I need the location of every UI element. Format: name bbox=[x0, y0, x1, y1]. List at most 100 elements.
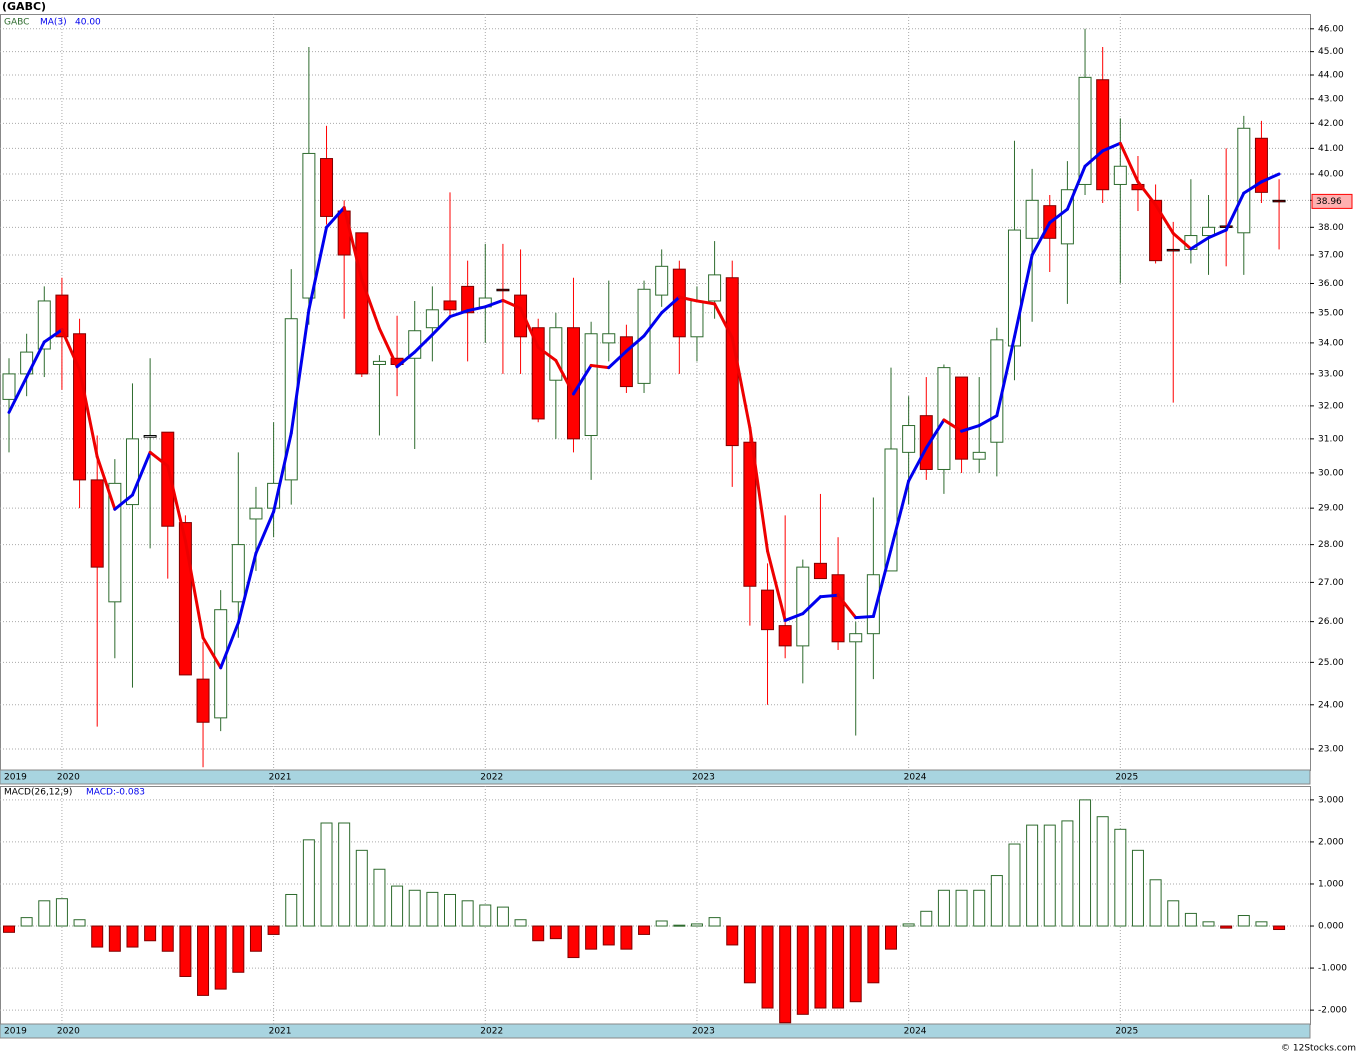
macd-bar bbox=[532, 925, 545, 942]
y-tick-label: 0.000 bbox=[1318, 922, 1344, 932]
ma-line-segment bbox=[801, 595, 822, 616]
candle-body bbox=[672, 268, 686, 338]
ma-line-segment bbox=[501, 298, 523, 310]
macd-bar bbox=[426, 891, 439, 927]
macd-bar bbox=[567, 925, 580, 959]
ma-line-segment bbox=[766, 549, 787, 622]
macd-bar bbox=[55, 898, 68, 927]
y-tick-label: 41.00 bbox=[1318, 144, 1344, 154]
candle-body bbox=[249, 507, 263, 520]
y-tick-label: 30.00 bbox=[1318, 468, 1344, 478]
ma-line-segment bbox=[1154, 203, 1175, 235]
macd-bar bbox=[1220, 925, 1233, 929]
ma-line-segment bbox=[1030, 221, 1052, 257]
ma-line-segment bbox=[289, 308, 311, 435]
y-tick-label: 44.00 bbox=[1318, 70, 1344, 80]
macd-bar bbox=[1008, 843, 1021, 927]
macd-bar bbox=[232, 925, 245, 973]
candle-body bbox=[1113, 165, 1127, 185]
ma-line-segment bbox=[42, 328, 64, 344]
ma-line-segment bbox=[1083, 149, 1105, 168]
x-tick-label: 2022 bbox=[480, 1027, 503, 1037]
candle-body bbox=[1096, 79, 1110, 191]
candle-body bbox=[1025, 199, 1039, 239]
x-tick-label: 2019 bbox=[4, 1027, 27, 1037]
macd-bar bbox=[391, 885, 404, 927]
ma-line-segment bbox=[977, 414, 999, 428]
macd-bar bbox=[920, 910, 933, 927]
ma-line-segment bbox=[325, 206, 346, 229]
ma-line-segment bbox=[1101, 141, 1122, 153]
plot-area bbox=[0, 786, 1311, 1025]
ma-line-segment bbox=[1207, 228, 1228, 240]
ma-line-segment bbox=[201, 636, 223, 670]
ma-line-segment bbox=[7, 375, 29, 414]
candle-body bbox=[902, 425, 916, 453]
ma-line-segment bbox=[642, 311, 664, 338]
y-tick-label: 27.00 bbox=[1318, 578, 1344, 588]
macd-bar bbox=[267, 925, 280, 935]
ma-line-segment bbox=[166, 464, 187, 543]
macd-bar bbox=[1149, 879, 1162, 927]
macd-bar bbox=[355, 849, 368, 927]
macd-bar bbox=[197, 925, 210, 996]
candle-body bbox=[972, 451, 986, 460]
x-tick-label: 2020 bbox=[57, 1027, 80, 1037]
y-tick-label: 3.000 bbox=[1318, 795, 1344, 805]
candle-body bbox=[761, 589, 775, 631]
candle-body bbox=[2, 373, 16, 400]
last-price-label: 38.96 bbox=[1316, 197, 1342, 207]
candle-body bbox=[372, 360, 386, 365]
ma-line-segment bbox=[183, 539, 205, 640]
macd-bar bbox=[144, 925, 157, 942]
candle-body bbox=[108, 482, 122, 603]
x-tick-label: 2021 bbox=[269, 1027, 292, 1037]
macd-bar bbox=[1043, 824, 1056, 927]
last-price-box bbox=[1311, 193, 1353, 209]
ma-line-segment bbox=[1242, 180, 1263, 195]
candle-body bbox=[1007, 229, 1021, 347]
candle-body bbox=[496, 288, 510, 292]
y-tick-label: -2.000 bbox=[1318, 1006, 1347, 1016]
x-tick-label: 2021 bbox=[269, 773, 292, 783]
ma-line-segment bbox=[78, 368, 99, 459]
macd-bar bbox=[1255, 921, 1268, 927]
macd-bar bbox=[937, 889, 950, 927]
ma-line-segment bbox=[889, 479, 911, 551]
ma-line-segment bbox=[818, 593, 840, 599]
macd-bar bbox=[602, 925, 615, 946]
x-tick-label: 2025 bbox=[1115, 1027, 1138, 1037]
macd-bar bbox=[38, 900, 51, 927]
candle-body bbox=[425, 309, 439, 329]
y-tick-label: 35.00 bbox=[1318, 308, 1344, 318]
macd-bar bbox=[496, 906, 509, 927]
macd-bar bbox=[338, 822, 351, 927]
macd-bar bbox=[779, 925, 792, 1024]
y-tick-label: 42.00 bbox=[1318, 119, 1344, 129]
ma-line-segment bbox=[942, 418, 964, 433]
macd-bar bbox=[814, 925, 827, 1009]
ma-line-segment bbox=[342, 206, 364, 282]
x-tick-label: 2025 bbox=[1115, 773, 1138, 783]
ma-line-segment bbox=[995, 335, 1016, 418]
ma-line-segment bbox=[1224, 191, 1246, 232]
macd-bar bbox=[796, 925, 809, 1015]
macd-bar bbox=[73, 919, 86, 927]
ma-line-segment bbox=[677, 295, 699, 303]
candle-body bbox=[1272, 199, 1286, 203]
macd-bar bbox=[549, 925, 562, 940]
macd-bar bbox=[461, 900, 474, 927]
y-tick-label: 28.00 bbox=[1318, 540, 1344, 550]
ma-line-segment bbox=[730, 336, 752, 430]
macd-bar bbox=[690, 923, 703, 927]
ma-line-segment bbox=[1136, 180, 1158, 207]
legend-macd-value: MACD:-0.083 bbox=[86, 788, 145, 798]
macd-bar bbox=[1273, 925, 1286, 931]
candle-body bbox=[690, 300, 704, 338]
ma-line-segment bbox=[1171, 231, 1193, 251]
legend-ma: MA(3) bbox=[40, 18, 67, 28]
candle-body bbox=[37, 300, 51, 350]
y-tick-label: 2.000 bbox=[1318, 837, 1344, 847]
ma-line-segment bbox=[713, 302, 734, 340]
